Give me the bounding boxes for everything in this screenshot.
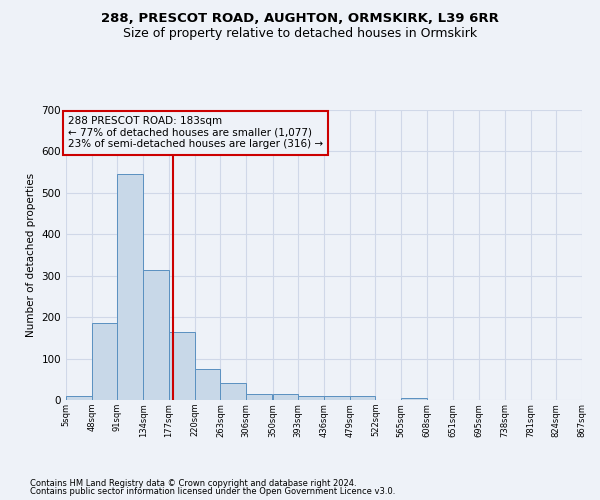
Bar [246,394,272,400]
Text: Contains HM Land Registry data © Crown copyright and database right 2024.: Contains HM Land Registry data © Crown c… [30,478,356,488]
Bar [143,270,169,400]
Text: 288 PRESCOT ROAD: 183sqm
← 77% of detached houses are smaller (1,077)
23% of sem: 288 PRESCOT ROAD: 183sqm ← 77% of detach… [68,116,323,150]
Text: 288, PRESCOT ROAD, AUGHTON, ORMSKIRK, L39 6RR: 288, PRESCOT ROAD, AUGHTON, ORMSKIRK, L3… [101,12,499,26]
Y-axis label: Number of detached properties: Number of detached properties [26,173,36,337]
Bar [169,332,195,400]
Bar [324,396,350,400]
Bar [66,396,92,400]
Bar [350,396,376,400]
Bar [298,396,324,400]
Bar [220,384,246,400]
Text: Size of property relative to detached houses in Ormskirk: Size of property relative to detached ho… [123,28,477,40]
Text: Contains public sector information licensed under the Open Government Licence v3: Contains public sector information licen… [30,487,395,496]
Bar [272,394,298,400]
Bar [401,398,427,400]
Bar [195,369,220,400]
Bar [118,174,143,400]
Bar [92,324,118,400]
